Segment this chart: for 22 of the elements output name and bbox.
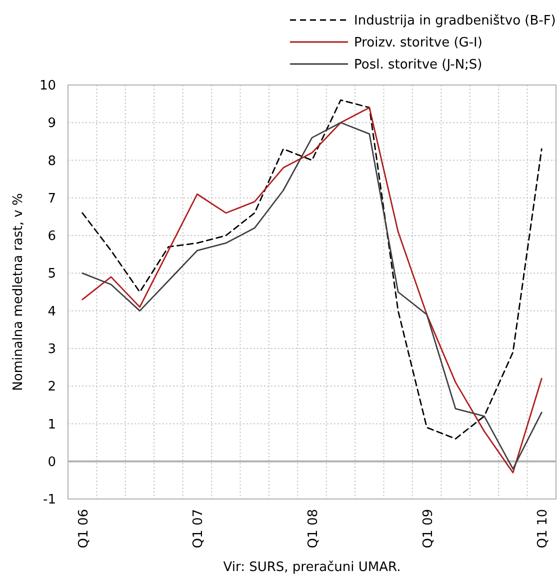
x-tick-label: Q1 09	[420, 509, 436, 548]
y-tick-label: 7	[48, 191, 56, 206]
x-tick-label: Q1 10	[536, 509, 551, 548]
y-tick-label: 4	[48, 304, 56, 320]
y-tick-label: 8	[48, 154, 56, 169]
y-tick-label: 10	[39, 78, 56, 94]
y-tick-label: 2	[48, 380, 56, 395]
text: Vir: SURS, preračuni UMAR.	[223, 560, 401, 575]
x-tick-label: Q1 08	[306, 509, 321, 548]
legend-label: Posl. storitve (J-N;S)	[354, 58, 482, 73]
y-axis-title: Nominalna medletna rast, v %	[11, 193, 26, 391]
legend-label: Proizv. storitve (G-I)	[354, 36, 482, 51]
y-tick-label: 0	[48, 454, 56, 470]
y-tick-label: 5	[48, 266, 56, 282]
y-tick-label: -1	[43, 492, 56, 508]
legend-label: Industrija in gradbeništvo (B-F)	[354, 14, 556, 29]
y-tick-label: 6	[48, 229, 56, 244]
y-tick-label: 9	[48, 116, 56, 132]
y-tick-label: 1	[48, 417, 56, 432]
x-tick-label: Q1 06	[76, 509, 92, 548]
y-tick-label: 3	[48, 342, 56, 358]
x-tick-label: Q1 07	[191, 509, 206, 548]
